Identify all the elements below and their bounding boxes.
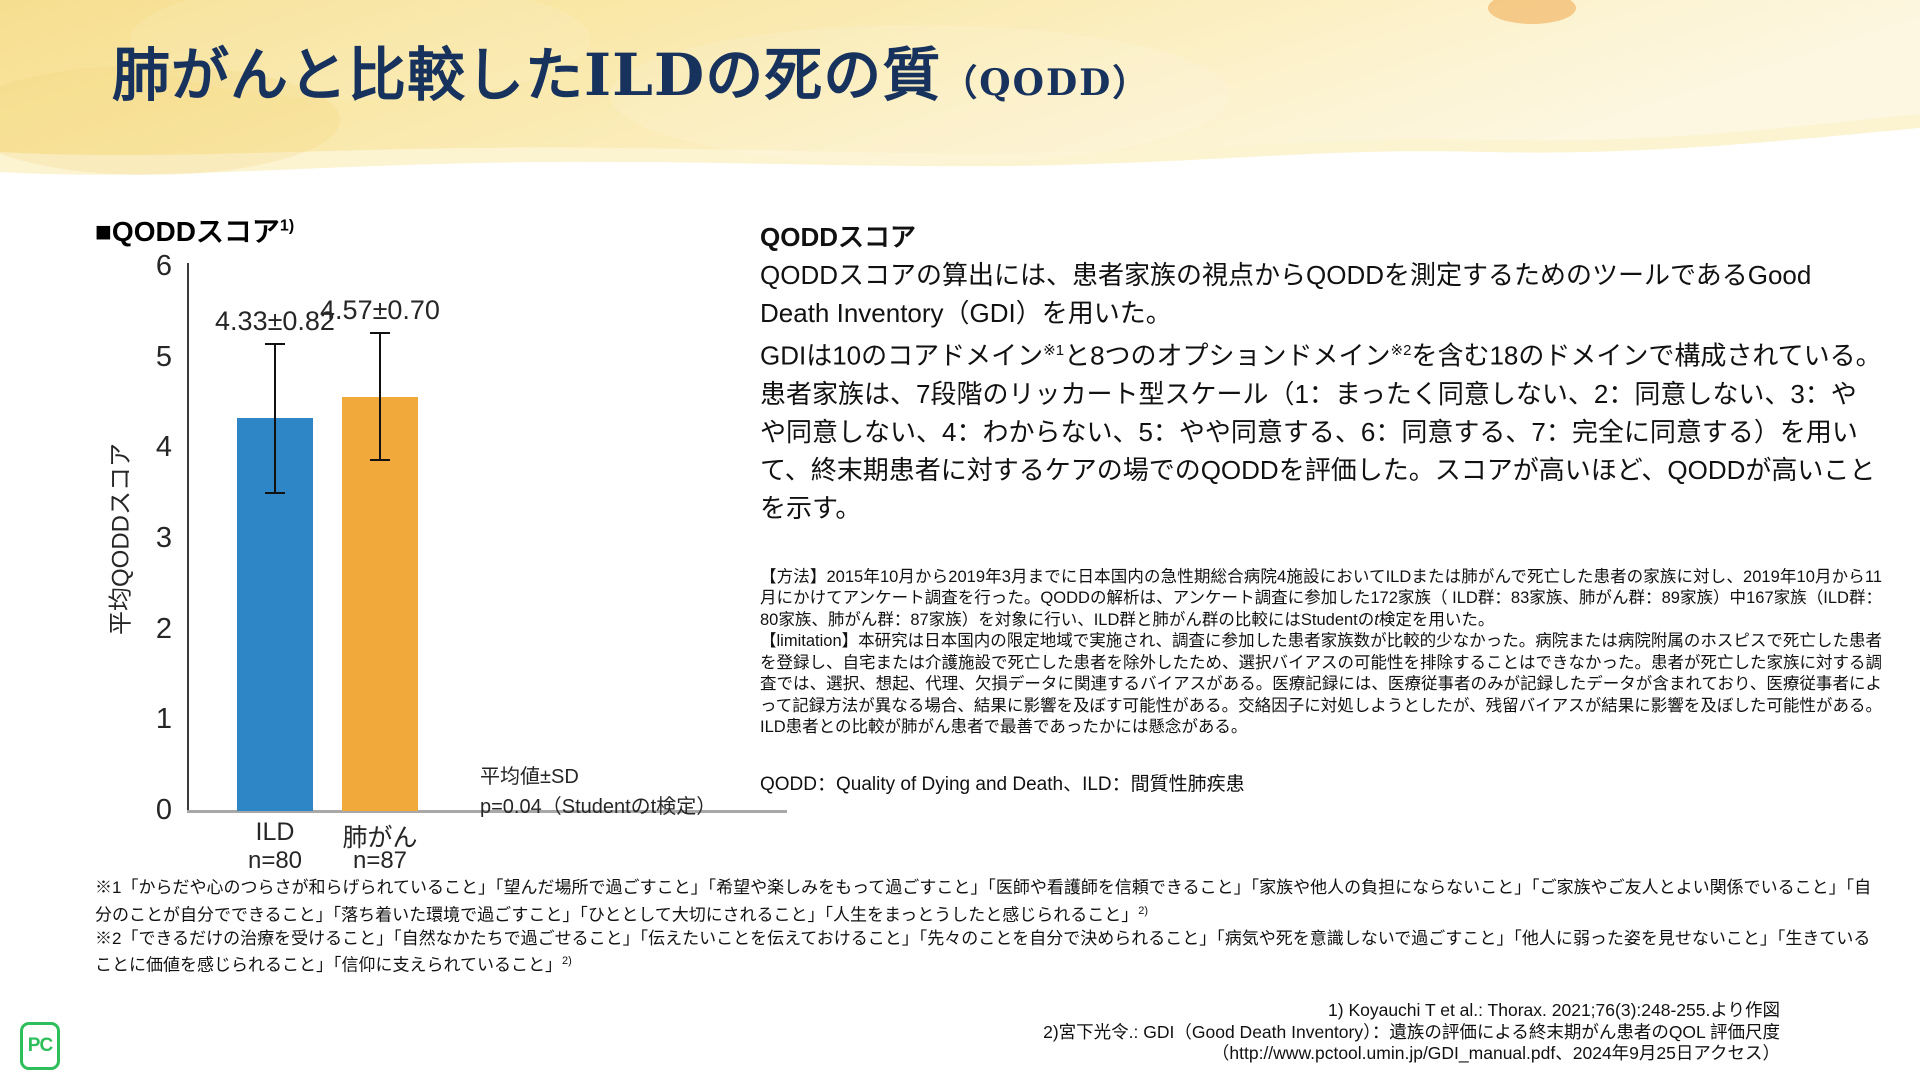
qodd-score-description: QODDスコアの算出には、患者家族の視点からQODDを測定するためのツールである…: [760, 256, 1882, 527]
y-tick-3: 3: [155, 522, 172, 554]
y-tick-4: 4: [155, 431, 172, 464]
y-tick-0: 0: [155, 794, 172, 826]
reference-3: （http://www.pctool.umin.jp/GDI_manual.pd…: [1211, 1043, 1780, 1063]
y-tick-1: 1: [155, 703, 172, 736]
header-watercolor-background: [0, 0, 1920, 175]
page-title-main: 肺がんと比較したILDの死の質: [112, 41, 942, 109]
description-paragraph-3: 患者家族は、7段階のリッカート型スケール（1：まったく同意しない、2：同意しない…: [760, 378, 1876, 523]
header-texture-1: [130, 0, 590, 100]
category-label-ILD: ILD: [255, 818, 295, 846]
error-cap-bottom-肺がん: [370, 459, 390, 462]
y-axis-line: [187, 263, 189, 812]
footnote-2-ref: 2): [562, 955, 572, 968]
footnote-1: ※1「からだや心のつらさが和らげられていること」「望んだ場所で過ごすこと」「希望…: [95, 878, 1872, 925]
ref-mark-1: ※1: [1043, 342, 1065, 359]
y-tick-5: 5: [155, 340, 172, 373]
annotation-p-value: p=0.04（Studentのt検定）: [480, 796, 717, 818]
annotation-mean-sd: 平均値±SD: [480, 766, 579, 788]
abbreviations: QODD：Quality of Dying and Death、ILD：間質性肺…: [760, 773, 1245, 795]
error-bar-ILD: [274, 344, 276, 493]
y-tick-6: 6: [155, 250, 172, 282]
right-panel: QODDスコア QODDスコアの算出には、患者家族の視点からQODDを測定するた…: [760, 218, 1882, 796]
reference-1: 1) Koyauchi T et al.: Thorax. 2021;76(3)…: [1328, 1000, 1780, 1020]
y-tick-2: 2: [155, 612, 172, 645]
chart-heading: ■QODDスコア1): [95, 216, 295, 247]
qodd-score-heading: QODDスコア: [760, 222, 917, 252]
page-title: 肺がんと比較したILDの死の質（QODD）: [112, 28, 1150, 112]
value-label-ILD: 4.33±0.82: [215, 306, 335, 337]
chart-heading-superscript: 1): [279, 217, 295, 235]
reference-list: 1) Koyauchi T et al.: Thorax. 2021;76(3)…: [1043, 1000, 1780, 1065]
limitation-paragraph: 【limitation】本研究は日本国内の限定地域で実施され、調査に参加した患者…: [760, 632, 1882, 737]
footnotes: ※1「からだや心のつらさが和らげられていること」「望んだ場所で過ごすこと」「希望…: [95, 876, 1887, 977]
ref-mark-2: ※2: [1390, 342, 1412, 359]
bar-肺がん: [342, 396, 418, 811]
header-texture-2: [610, 25, 1230, 165]
error-cap-bottom-ILD: [265, 491, 285, 494]
footnote-2: ※2「できるだけの治療を受けること」「自然なかたちで過ごせること」「伝えたいこと…: [95, 928, 1871, 975]
error-cap-top-肺がん: [370, 332, 390, 335]
n-label-肺がん: n=87: [352, 847, 408, 874]
pc-logo: PC: [20, 1022, 60, 1070]
header-orange-blob: [1488, 0, 1576, 24]
chart-annotation: 平均値±SD p=0.04（Studentのt検定）: [480, 762, 716, 822]
footnote-1-ref: 2): [1138, 904, 1149, 917]
methods-paragraph: 【方法】2015年10月から2019年3月までに日本国内の急性期総合病院4施設に…: [760, 567, 1882, 629]
italic-t: t: [1374, 610, 1379, 629]
value-label-肺がん: 4.57±0.70: [320, 295, 440, 326]
category-label-肺がん: 肺がん: [342, 824, 418, 852]
x-axis-line: [187, 810, 787, 813]
error-bar-肺がん: [379, 333, 381, 461]
n-label-ILD: n=80: [247, 847, 303, 874]
header-texture-3: [0, 65, 340, 175]
page-title-suffix: （QODD）: [941, 62, 1151, 104]
description-paragraph-2: GDIは10のコアドメイン※1と8つのオプションドメイン※2を含む18のドメイン…: [760, 340, 1882, 371]
reference-2: 2)宮下光令.: GDI（Good Death Inventory）：遺族の評価…: [1043, 1021, 1780, 1042]
header-mainwave: [0, 0, 1920, 156]
error-cap-top-ILD: [265, 343, 285, 346]
description-paragraph-1: QODDスコアの算出には、患者家族の視点からQODDを測定するためのツールである…: [760, 260, 1812, 328]
